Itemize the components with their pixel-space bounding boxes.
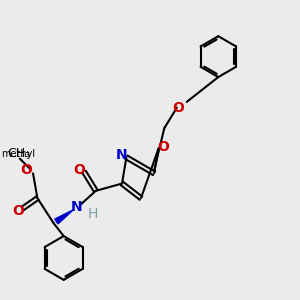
Text: CH₃: CH₃ xyxy=(7,147,30,160)
Polygon shape xyxy=(55,210,73,224)
Text: O: O xyxy=(13,204,24,218)
Text: O: O xyxy=(21,163,32,177)
Text: H: H xyxy=(88,207,98,221)
Text: methyl: methyl xyxy=(2,148,35,158)
Text: N: N xyxy=(71,200,82,214)
Text: O: O xyxy=(157,140,169,154)
Text: O: O xyxy=(73,164,85,177)
Text: O: O xyxy=(172,101,184,115)
Text: N: N xyxy=(116,148,128,162)
